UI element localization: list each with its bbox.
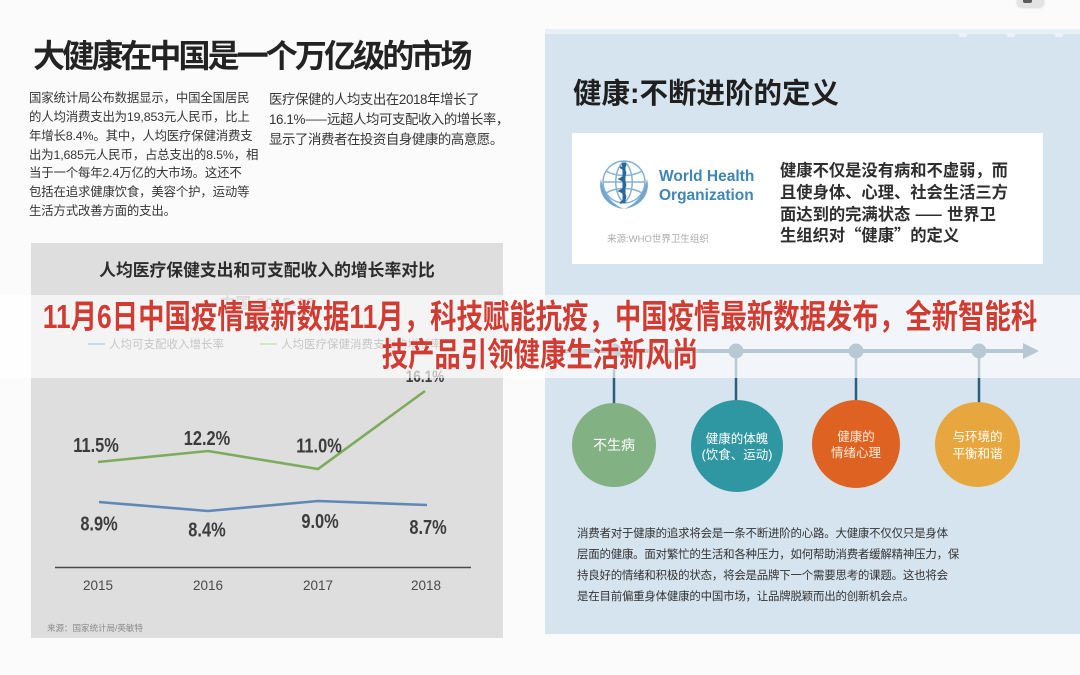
svg-text:2016: 2016 xyxy=(193,578,223,593)
svg-text:8.9%: 8.9% xyxy=(80,512,117,535)
svg-text:11.0%: 11.0% xyxy=(296,434,342,457)
svg-text:9.0%: 9.0% xyxy=(301,509,338,532)
svg-text:8.4%: 8.4% xyxy=(188,518,225,541)
svg-text:2017: 2017 xyxy=(303,578,333,593)
svg-text:2015: 2015 xyxy=(83,578,113,593)
svg-text:12.2%: 12.2% xyxy=(184,426,230,449)
svg-text:来源：国家统计局/英敏特: 来源：国家统计局/英敏特 xyxy=(47,622,143,634)
svg-text:8.7%: 8.7% xyxy=(409,515,446,538)
svg-text:11.5%: 11.5% xyxy=(73,433,119,456)
svg-text:2018: 2018 xyxy=(411,578,441,593)
